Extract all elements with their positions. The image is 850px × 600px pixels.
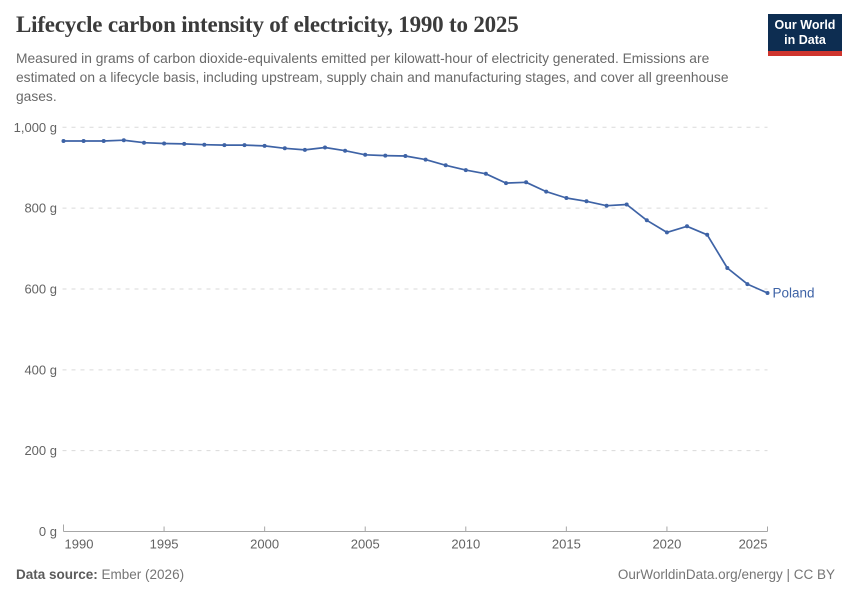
x-tick-label-2005: 2005: [351, 537, 380, 552]
data-source-label: Data source:: [16, 567, 98, 582]
y-tick-label-200: 200 g: [24, 443, 57, 458]
data-point-poland-2022[interactable]: [705, 232, 710, 237]
chart-subtitle: Measured in grams of carbon dioxide-equi…: [16, 51, 729, 104]
data-point-poland-2016[interactable]: [584, 199, 589, 204]
data-point-poland-2021[interactable]: [685, 224, 689, 229]
data-point-poland-2009[interactable]: [443, 163, 448, 168]
data-point-poland-2025[interactable]: [765, 291, 770, 295]
data-point-poland-2007[interactable]: [403, 154, 408, 158]
owid-url-license-link[interactable]: OurWorldinData.org/energy | CC BY: [617, 567, 835, 582]
x-tick-label-2000: 2000: [250, 537, 279, 552]
data-point-poland-1991[interactable]: [81, 139, 86, 143]
owid-logo-line1: Our World: [774, 18, 836, 32]
x-tick-label-2010: 2010: [451, 537, 480, 552]
x-tick-label-2025: 2025: [739, 537, 768, 552]
data-point-poland-2006[interactable]: [383, 153, 388, 158]
data-point-poland-2023[interactable]: [725, 266, 730, 270]
data-point-poland-1993[interactable]: [121, 138, 126, 143]
x-tick-label-1990: 1990: [65, 537, 94, 552]
data-point-poland-2008[interactable]: [423, 157, 428, 162]
data-source: Data source: Ember (2026): [16, 567, 184, 582]
y-tick-label-600: 600 g: [24, 281, 57, 296]
data-point-poland-2024[interactable]: [745, 282, 750, 287]
series-label-poland[interactable]: Poland: [773, 286, 815, 301]
data-point-poland-2012[interactable]: [504, 181, 508, 186]
data-point-poland-2013[interactable]: [524, 180, 529, 185]
data-point-poland-2017[interactable]: [604, 203, 609, 208]
data-source-value: Ember (2026): [97, 567, 185, 582]
data-point-poland-2003[interactable]: [323, 145, 327, 150]
data-point-poland-2002[interactable]: [302, 147, 307, 152]
data-line-poland[interactable]: [62, 139, 769, 294]
data-point-poland-1998[interactable]: [222, 143, 227, 148]
data-point-poland-1996[interactable]: [182, 141, 187, 146]
data-point-poland-2000[interactable]: [262, 143, 267, 148]
data-point-poland-2004[interactable]: [343, 148, 348, 153]
chart-title: Lifecycle carbon intensity of electricit…: [16, 12, 519, 37]
owid-logo[interactable]: Our World in Data: [768, 14, 842, 56]
x-tick-label-2015: 2015: [552, 537, 581, 552]
data-point-poland-2015[interactable]: [564, 196, 569, 200]
data-point-poland-2001[interactable]: [282, 146, 287, 151]
data-point-poland-1992[interactable]: [101, 139, 106, 143]
data-point-poland-2011[interactable]: [483, 171, 488, 176]
y-tick-label-0: 0 g: [39, 524, 57, 539]
data-point-poland-1999[interactable]: [242, 143, 247, 148]
x-tick-label-2020: 2020: [652, 537, 681, 552]
y-tick-label-1000: 1,000 g: [14, 120, 57, 135]
data-point-poland-1994[interactable]: [142, 140, 146, 145]
data-point-poland-2020[interactable]: [664, 230, 669, 235]
data-point-poland-1997[interactable]: [202, 142, 207, 147]
data-point-poland-2010[interactable]: [463, 168, 468, 173]
data-point-poland-1995[interactable]: [162, 141, 167, 146]
y-tick-label-400: 400 g: [24, 362, 57, 377]
data-point-poland-2018[interactable]: [624, 202, 629, 207]
y-tick-label-800: 800 g: [24, 201, 57, 216]
data-point-poland-2019[interactable]: [644, 218, 649, 223]
data-point-poland-1990[interactable]: [61, 139, 66, 143]
data-point-poland-2014[interactable]: [544, 189, 549, 194]
x-tick-label-1995: 1995: [150, 537, 179, 552]
data-point-poland-2005[interactable]: [363, 152, 368, 157]
owid-logo-line2: in Data: [784, 33, 826, 47]
